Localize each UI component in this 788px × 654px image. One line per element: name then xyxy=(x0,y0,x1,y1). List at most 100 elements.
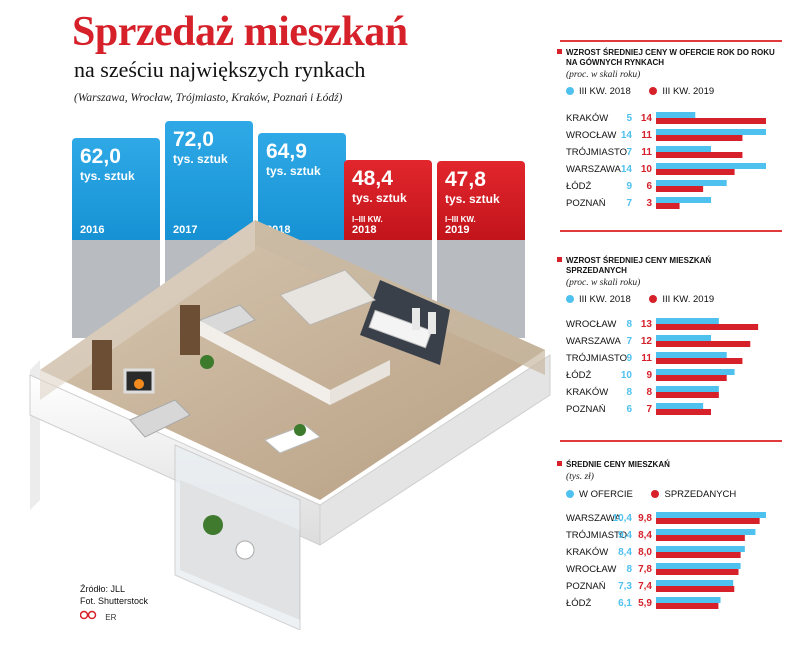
interior-wall-2 xyxy=(330,360,390,405)
sales-bar-value: 62,0 xyxy=(80,145,121,168)
shower-figure-1 xyxy=(412,308,420,330)
value-label-a: 7,3 xyxy=(618,581,632,592)
bar-series-b xyxy=(656,518,760,524)
panel-3-title: Średnie ceny mieszkań xyxy=(557,460,670,469)
value-label-a: 6,1 xyxy=(618,598,632,609)
sales-bar-value: 48,4 xyxy=(352,167,393,190)
legend-item-2018: III KW. 2018 xyxy=(566,86,631,97)
value-label-a: 9,4 xyxy=(618,530,632,541)
bar-series-b xyxy=(656,324,759,330)
value-label-a: 6 xyxy=(626,404,632,415)
value-label-b: 8,0 xyxy=(638,547,652,558)
value-label-a: 14 xyxy=(621,130,633,141)
row-label: WROCŁAW xyxy=(566,564,616,575)
bar-series-a xyxy=(656,197,711,203)
value-label-b: 10 xyxy=(641,164,653,175)
row-label: ŁÓDŹ xyxy=(566,181,592,192)
row-label: POZNAŃ xyxy=(566,581,606,592)
bar-series-b xyxy=(656,135,743,141)
legend-dot-red xyxy=(649,87,658,95)
value-label-b: 5,9 xyxy=(638,598,652,609)
source-note: Źródło: JLL Fot. Shutterstock xyxy=(80,583,148,607)
bookshelf-right xyxy=(180,305,200,355)
sales-bar-unit: tys. sztuk xyxy=(445,192,500,206)
bar-series-b xyxy=(656,341,751,347)
cities-note: (Warszawa, Wrocław, Trójmiasto, Kraków, … xyxy=(74,92,343,104)
panel-2-legend: III KW. 2018 III KW. 2019 xyxy=(566,294,730,305)
sales-bar-value: 47,8 xyxy=(445,168,486,191)
value-label-a: 7 xyxy=(626,147,632,158)
row-label: KRAKÓW xyxy=(566,547,608,558)
value-label-b: 8 xyxy=(646,387,652,398)
row-label: WARSZAWA xyxy=(566,336,622,347)
row-label: POZNAŃ xyxy=(566,404,606,415)
bar-series-a xyxy=(656,112,696,118)
bed xyxy=(279,269,376,326)
value-label-b: 8,4 xyxy=(638,530,652,541)
sales-bar-3: 64,9 tys. sztuk 2018 xyxy=(258,133,346,240)
value-label-a: 8,4 xyxy=(618,547,632,558)
plant-1 xyxy=(200,355,214,369)
sales-bar-2: 72,0 tys. sztuk 2017 xyxy=(165,121,253,240)
legend-dot-blue xyxy=(566,490,574,498)
value-label-b: 11 xyxy=(641,147,652,158)
bar-series-b xyxy=(656,586,735,592)
apartment-illustration xyxy=(29,220,551,630)
bar-series-b xyxy=(656,569,739,575)
balcony-glass xyxy=(174,444,301,630)
panel-2-divider xyxy=(560,230,782,232)
value-label-b: 13 xyxy=(641,319,653,330)
legend-dot-red xyxy=(651,490,660,498)
sales-bar-unit: tys. sztuk xyxy=(266,164,321,178)
panel-2-note: (proc. w skali roku) xyxy=(566,278,641,288)
legend-item-offer: W OFERCIE xyxy=(566,489,633,500)
value-label-a: 8 xyxy=(626,387,632,398)
sales-bar-1: 62,0 tys. sztuk 2016 xyxy=(72,138,160,240)
bar-series-a xyxy=(656,512,766,518)
row-label: WROCŁAW xyxy=(566,130,616,141)
panel-1-divider xyxy=(560,40,782,42)
value-label-b: 14 xyxy=(641,113,653,124)
value-label-b: 12 xyxy=(641,336,653,347)
legend-label-offer: W OFERCIE xyxy=(579,489,633,500)
interior-wall xyxy=(180,310,330,405)
sales-bar-5: 47,8 tys. sztuk I–III KW. 2019 xyxy=(437,161,525,240)
panel-3-legend: W OFERCIE SPRZEDANYCH xyxy=(566,489,752,500)
legend-item-2018b: III KW. 2018 xyxy=(566,294,631,305)
value-label-a: 9 xyxy=(626,181,632,192)
sales-bar-value: 72,0 xyxy=(173,128,214,151)
bar-series-a xyxy=(656,352,727,358)
legend-item-2019b: III KW. 2019 xyxy=(649,294,714,305)
value-label-a: 7 xyxy=(626,198,632,209)
value-label-b: 11 xyxy=(641,130,652,141)
row-label: ŁÓDŹ xyxy=(566,598,592,609)
bar-series-a xyxy=(656,146,711,152)
page-subtitle: na sześciu największych rynkach xyxy=(74,57,366,82)
row-label: WARSZAWA xyxy=(566,513,622,524)
row-label: WARSZAWA xyxy=(566,164,622,175)
bar-series-b xyxy=(656,118,766,124)
bar-series-a xyxy=(656,529,756,535)
outer-wall-right xyxy=(319,354,551,546)
bar-series-b xyxy=(656,152,743,158)
bar-series-a xyxy=(656,597,721,603)
legend-dot-red xyxy=(649,295,658,303)
bottom-corner-sofa xyxy=(129,399,191,438)
row-label: TRÓJMIASTO xyxy=(566,530,627,541)
sales-bar-category: 2016 xyxy=(80,224,105,236)
value-label-a: 7 xyxy=(626,336,632,347)
bar-series-b xyxy=(656,409,711,415)
row-label: KRAKÓW xyxy=(566,387,608,398)
sales-bar-unit: tys. sztuk xyxy=(352,191,407,205)
value-label-a: 8 xyxy=(626,319,632,330)
publisher-logo: ER xyxy=(79,610,116,622)
sales-bar-category: I–III KW. 2019 xyxy=(445,215,476,236)
bathtub xyxy=(368,309,433,349)
fireplace-fire xyxy=(134,379,144,389)
logo-mark-icon xyxy=(79,610,97,620)
value-label-a: 8 xyxy=(626,564,632,575)
bar-series-a xyxy=(656,403,704,409)
source-text: Źródło: JLL xyxy=(80,584,126,594)
floor xyxy=(40,220,545,500)
